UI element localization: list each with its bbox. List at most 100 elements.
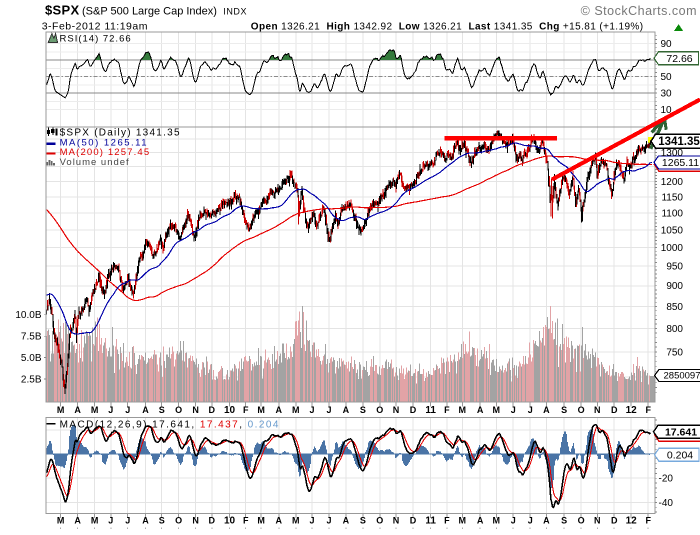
svg-text:MA(200) 1257.45: MA(200) 1257.45	[60, 147, 151, 158]
svg-text:A: A	[142, 405, 149, 415]
svg-text:F: F	[444, 405, 450, 415]
svg-text:11: 11	[425, 516, 436, 527]
svg-text:A: A	[543, 405, 550, 415]
svg-text:1000: 1000	[661, 243, 684, 254]
svg-text:(S&P 500 Large Cap Index): (S&P 500 Large Cap Index)	[82, 6, 217, 18]
svg-text:-20: -20	[659, 474, 674, 485]
svg-text:12: 12	[626, 405, 638, 416]
svg-text:F: F	[243, 516, 249, 526]
svg-text:M: M	[459, 405, 467, 415]
svg-text:M: M	[493, 405, 501, 415]
svg-text:1265.11: 1265.11	[662, 157, 699, 169]
svg-text:2850097: 2850097	[664, 371, 700, 382]
svg-text:10.0B: 10.0B	[15, 310, 41, 321]
svg-text:S: S	[561, 516, 567, 526]
svg-text:A: A	[543, 516, 550, 526]
svg-text:11: 11	[425, 405, 436, 416]
svg-text:S: S	[360, 405, 366, 415]
svg-text:A: A	[276, 516, 283, 526]
svg-text:A: A	[477, 516, 484, 526]
svg-text:F: F	[645, 405, 651, 415]
svg-text:D: D	[410, 516, 417, 526]
svg-text:A: A	[74, 516, 81, 526]
svg-text:RSI(14) 72.66: RSI(14) 72.66	[60, 34, 132, 45]
svg-text:S: S	[159, 516, 165, 526]
svg-text:-40: -40	[659, 498, 674, 509]
svg-text:M: M	[292, 405, 300, 415]
svg-text:J: J	[125, 516, 130, 526]
svg-text:1150: 1150	[661, 192, 683, 203]
svg-text:D: D	[209, 516, 216, 526]
svg-text:M: M	[57, 516, 65, 526]
svg-text:M: M	[91, 405, 99, 415]
svg-text:1050: 1050	[661, 225, 684, 236]
svg-text:1200: 1200	[661, 177, 684, 188]
svg-text:J: J	[108, 516, 113, 526]
svg-text:17.641: 17.641	[665, 426, 697, 438]
svg-text:M: M	[257, 516, 265, 526]
svg-text:1300: 1300	[661, 148, 684, 159]
svg-text:A: A	[276, 405, 283, 415]
svg-text:S: S	[159, 405, 165, 415]
svg-text:N: N	[192, 405, 199, 415]
svg-text:950: 950	[666, 262, 683, 273]
svg-text:N: N	[594, 516, 601, 526]
svg-text:3-Feb-2012 11:19am: 3-Feb-2012 11:19am	[42, 21, 148, 33]
svg-text:1100: 1100	[661, 209, 683, 220]
svg-text:A: A	[74, 405, 81, 415]
svg-text:5.0B: 5.0B	[21, 353, 42, 364]
svg-text:J: J	[511, 405, 516, 415]
svg-text:O: O	[376, 405, 383, 415]
svg-text:F: F	[243, 405, 249, 415]
svg-text:N: N	[393, 405, 400, 415]
svg-text:D: D	[209, 405, 216, 415]
svg-text:© StockCharts.com: © StockCharts.com	[581, 4, 697, 18]
svg-text:D: D	[410, 405, 417, 415]
svg-text:A: A	[142, 516, 149, 526]
svg-text:M: M	[91, 516, 99, 526]
svg-text:INDX: INDX	[223, 7, 247, 17]
svg-text:N: N	[594, 405, 601, 415]
svg-text:D: D	[611, 405, 618, 415]
svg-text:$SPX (Daily) 1341.35: $SPX (Daily) 1341.35	[60, 127, 181, 138]
svg-text:Open 1326.21 High 1342.92 Lo: Open 1326.21 High 1342.92 Low 1326.21 La…	[251, 22, 644, 33]
svg-text:800: 800	[666, 324, 683, 335]
svg-text:50: 50	[661, 72, 673, 83]
svg-text:J: J	[309, 516, 314, 526]
svg-text:1341.35: 1341.35	[658, 136, 700, 148]
svg-text:S: S	[561, 405, 567, 415]
svg-text:O: O	[578, 516, 585, 526]
svg-text:7.5B: 7.5B	[21, 332, 42, 343]
svg-text:0.204: 0.204	[667, 449, 693, 461]
svg-text:750: 750	[666, 347, 683, 358]
svg-text:10: 10	[661, 105, 673, 116]
svg-text:O: O	[578, 405, 585, 415]
svg-text:O: O	[376, 516, 383, 526]
svg-text:10: 10	[224, 516, 236, 527]
svg-text:Volume undef: Volume undef	[60, 157, 130, 168]
svg-text:M: M	[292, 516, 300, 526]
svg-text:A: A	[343, 516, 350, 526]
svg-text:J: J	[125, 405, 130, 415]
svg-text:O: O	[175, 405, 182, 415]
svg-text:30: 30	[661, 89, 673, 100]
svg-text:F: F	[444, 516, 450, 526]
svg-text:N: N	[192, 516, 199, 526]
svg-text:J: J	[528, 516, 533, 526]
svg-text:12: 12	[626, 516, 638, 527]
svg-text:M: M	[257, 405, 265, 415]
svg-text:J: J	[326, 405, 331, 415]
svg-text:MACD(12,26,9) 17.641, 17.437,: MACD(12,26,9) 17.641, 17.437, 0.204	[60, 420, 280, 431]
svg-text:90: 90	[661, 39, 673, 50]
svg-text:72.66: 72.66	[666, 53, 692, 65]
svg-text:10: 10	[224, 405, 236, 416]
svg-text:A: A	[343, 405, 350, 415]
svg-text:O: O	[175, 516, 182, 526]
svg-text:A: A	[477, 405, 484, 415]
svg-text:D: D	[611, 516, 618, 526]
svg-text:J: J	[309, 405, 314, 415]
svg-text:900: 900	[666, 281, 683, 292]
svg-text:M: M	[57, 405, 65, 415]
svg-text:N: N	[393, 516, 400, 526]
svg-text:M: M	[493, 516, 501, 526]
